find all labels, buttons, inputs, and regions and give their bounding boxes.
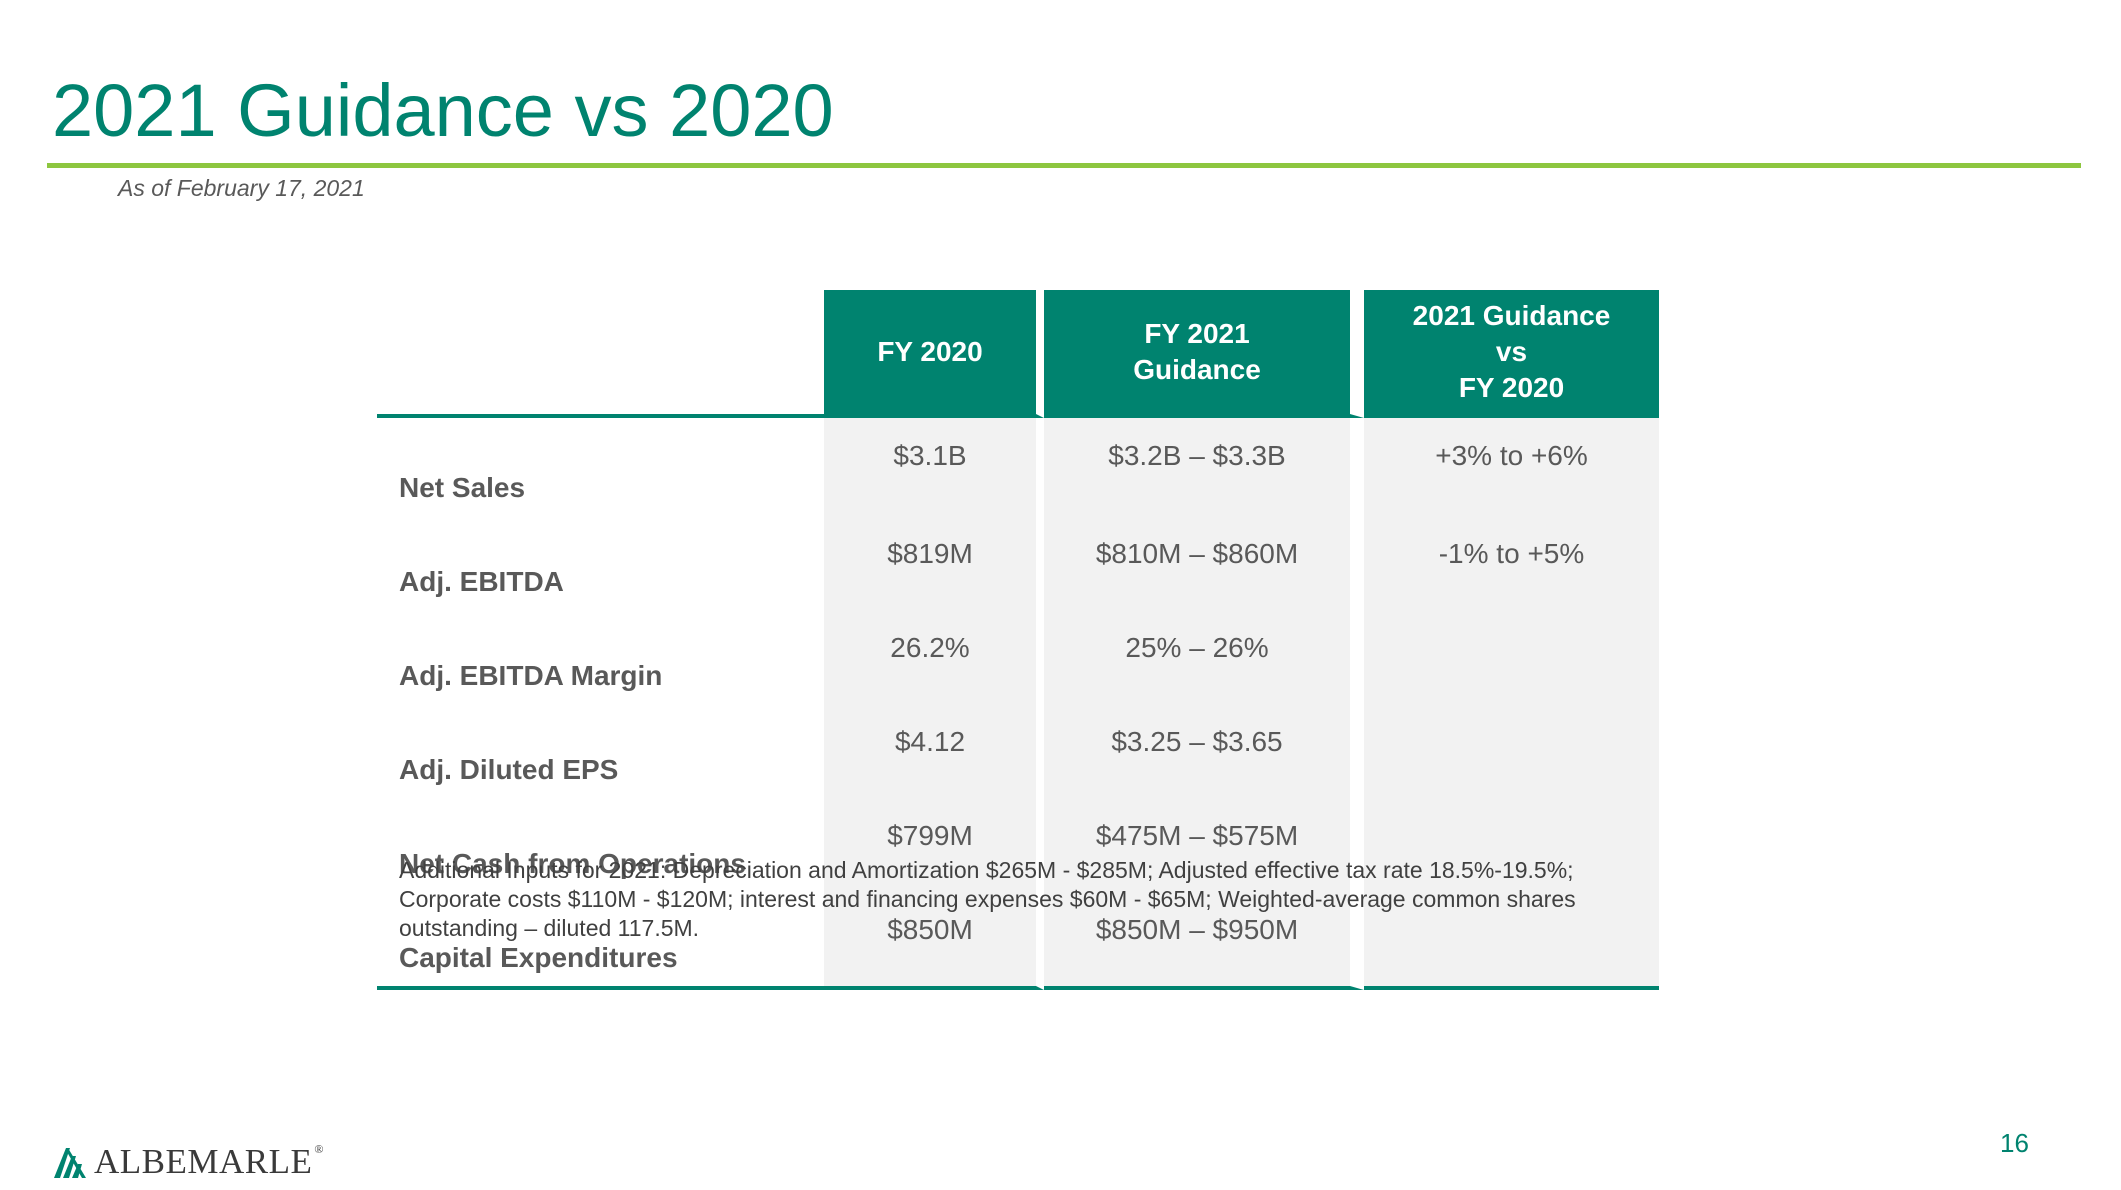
header-line: Guidance <box>1133 354 1261 385</box>
cell-fy2021-guidance: $850M – $950M <box>1044 892 1364 990</box>
header-fy2021-guidance: FY 2021 Guidance <box>1044 290 1364 418</box>
cell-guidance-vs-fy2020: +3% to +6% <box>1364 418 1659 516</box>
cell-fy2021-guidance: $475M – $575M <box>1044 798 1364 892</box>
slide-title: 2021 Guidance vs 2020 <box>52 69 834 152</box>
cell-fy2021-guidance: 25% – 26% <box>1044 610 1364 704</box>
header-line: FY 2020 <box>877 336 983 367</box>
cell-guidance-vs-fy2020 <box>1364 704 1659 798</box>
cell-fy2020: $4.12 <box>824 704 1044 798</box>
header-line: FY 2021 <box>1144 318 1250 349</box>
as-of-date: As of February 17, 2021 <box>118 175 365 201</box>
cell-fy2021-guidance: $810M – $860M <box>1044 516 1364 610</box>
header-line: vs <box>1495 336 1528 367</box>
header-guidance-vs-fy2020: 2021 Guidance vs FY 2020 <box>1364 290 1659 418</box>
table-row: Adj. Diluted EPS $4.12 $3.25 – $3.65 <box>377 704 1659 798</box>
header-line: 2021 Guidance <box>1412 300 1611 331</box>
table-row: Adj. EBITDA Margin 26.2% 25% – 26% <box>377 610 1659 704</box>
registered-mark: ® <box>314 1142 324 1156</box>
row-label: Adj. EBITDA <box>399 566 564 597</box>
table-row: Net Sales $3.1B $3.2B – $3.3B +3% to +6% <box>377 418 1659 516</box>
cell-guidance-vs-fy2020 <box>1364 798 1659 892</box>
title-divider <box>47 163 2081 168</box>
header-fy2020: FY 2020 <box>824 290 1044 418</box>
albemarle-logo: ALBEMARLE ® <box>52 1140 324 1180</box>
table-header-row: FY 2020 FY 2021 Guidance 2021 Guidance v… <box>377 290 1659 418</box>
guidance-table: FY 2020 FY 2021 Guidance 2021 Guidance v… <box>377 290 1659 990</box>
table-row: Net Cash from Operations $799M $475M – $… <box>377 798 1659 892</box>
page-number: 16 <box>2000 1128 2029 1158</box>
cell-fy2020: $819M <box>824 516 1044 610</box>
additional-inputs-footnote: Additional Inputs for 2021: Depreciation… <box>399 857 1576 941</box>
row-label: Adj. EBITDA Margin <box>399 660 663 691</box>
cell-fy2020: $3.1B <box>824 418 1044 516</box>
row-label: Capital Expenditures <box>377 892 824 990</box>
cell-guidance-vs-fy2020 <box>1364 610 1659 704</box>
row-label: Net Sales <box>399 472 526 503</box>
cell-fy2020: $850M <box>824 892 1044 990</box>
cell-fy2020: $799M <box>824 798 1044 892</box>
logo-wordmark: ALBEMARLE <box>94 1142 313 1181</box>
row-label: Adj. Diluted EPS <box>399 754 619 785</box>
albemarle-logo-icon <box>54 1148 86 1178</box>
header-line: FY 2020 <box>1458 372 1565 403</box>
row-label: Net Cash from Operations <box>399 848 746 879</box>
cell-fy2021-guidance: $3.25 – $3.65 <box>1044 704 1364 798</box>
cell-guidance-vs-fy2020: -1% to +5% <box>1364 516 1659 610</box>
cell-fy2021-guidance: $3.2B – $3.3B <box>1044 418 1364 516</box>
table-row: Capital Expenditures $850M $850M – $950M <box>377 892 1659 990</box>
cell-guidance-vs-fy2020 <box>1364 892 1659 990</box>
cell-fy2020: 26.2% <box>824 610 1044 704</box>
header-empty-cell <box>377 290 824 418</box>
table-row: Adj. EBITDA $819M $810M – $860M -1% to +… <box>377 516 1659 610</box>
